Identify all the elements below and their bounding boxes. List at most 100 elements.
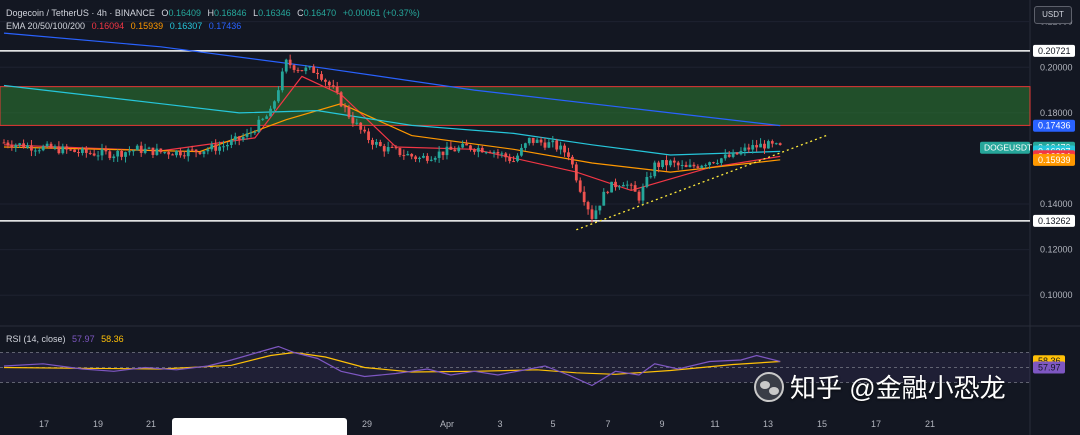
candle [316,68,319,79]
high-value: 0.16846 [214,8,247,18]
price-tick-label: 0.14000 [1040,199,1073,209]
candle [190,145,194,152]
candle [469,144,472,152]
candle-body [10,145,14,148]
candle [84,146,88,158]
candle [335,81,339,95]
candle-body [45,143,49,147]
candle-body [672,160,676,163]
level-label-box [1033,214,1075,227]
candle-body [159,148,163,153]
candle-body [269,108,272,117]
change-value: +0.00061 (+0.37%) [342,8,420,18]
candle [351,111,355,127]
candle [555,138,559,152]
candle [437,146,441,163]
candle-body [453,149,457,152]
candle-body [402,155,406,157]
candle-body [33,150,37,152]
candle [147,146,151,149]
candle [563,143,566,157]
candle-body [582,191,586,203]
candle [747,143,751,153]
time-tick-label: Apr [440,419,454,429]
candle-body [179,150,182,156]
candle-body [727,154,731,157]
candle [594,205,598,220]
candle-body [198,152,202,154]
candle [520,143,523,157]
candle-body [684,164,688,167]
candle-body [571,156,574,165]
candle-body [18,143,22,146]
candle-body [378,141,382,147]
price-label-value: 0.15939 [1038,155,1071,165]
candle [131,149,135,156]
low-label: L [253,8,259,18]
candle-body [390,147,394,149]
candle-body [716,162,719,164]
candle [30,140,33,157]
candle-body [277,90,280,102]
time-tick-label: 15 [817,419,827,429]
candle-body [339,92,343,107]
candle [128,146,131,156]
price-tick-label: 0.18000 [1040,108,1073,118]
candle-body [523,143,527,148]
candle [292,64,296,73]
candle-body [598,205,602,211]
candle [371,137,374,150]
candle [288,54,292,69]
candle-body [175,150,178,156]
candle [629,182,633,191]
candle-body [700,165,704,168]
candle-body [233,136,237,140]
candle-body [621,184,625,187]
candle-body [574,164,578,181]
candle [245,128,249,140]
candle-body [437,151,441,158]
rsi-line [3,345,781,387]
candle [465,139,468,146]
candle-body [445,146,449,156]
candle [155,143,159,156]
candle [41,144,45,152]
candle-body [30,145,33,151]
level-label: 0.13262 [1038,216,1071,226]
candle-body [504,153,508,158]
candle-body [778,143,782,145]
candle-body [739,150,743,155]
time-tick-label: 29 [362,419,372,429]
candle-body [441,151,445,156]
candle [645,171,649,189]
candle-body [375,141,378,145]
candle [202,151,206,158]
candle [429,156,433,162]
candle-body [465,143,468,146]
candle [112,154,116,162]
candle [410,153,414,160]
share-popup[interactable] [172,418,347,435]
candle [723,149,727,161]
candle-body [100,149,104,156]
candle-body [77,152,80,154]
candle [96,151,100,161]
price-label-box [1033,153,1075,166]
candle-body [249,132,253,134]
candle-body [284,59,288,72]
candle [676,160,680,170]
candle [327,80,331,89]
candle [692,162,696,169]
candle [492,150,496,158]
ema50-value: 0.15939 [130,21,164,31]
currency-button[interactable]: USDT [1034,6,1072,24]
candle [441,151,445,160]
candle-body [629,184,633,186]
candle-body [457,147,461,152]
candle [135,144,139,151]
rsi-value: 57.97 [72,334,95,344]
candle-body [253,132,257,134]
candle [159,148,163,154]
